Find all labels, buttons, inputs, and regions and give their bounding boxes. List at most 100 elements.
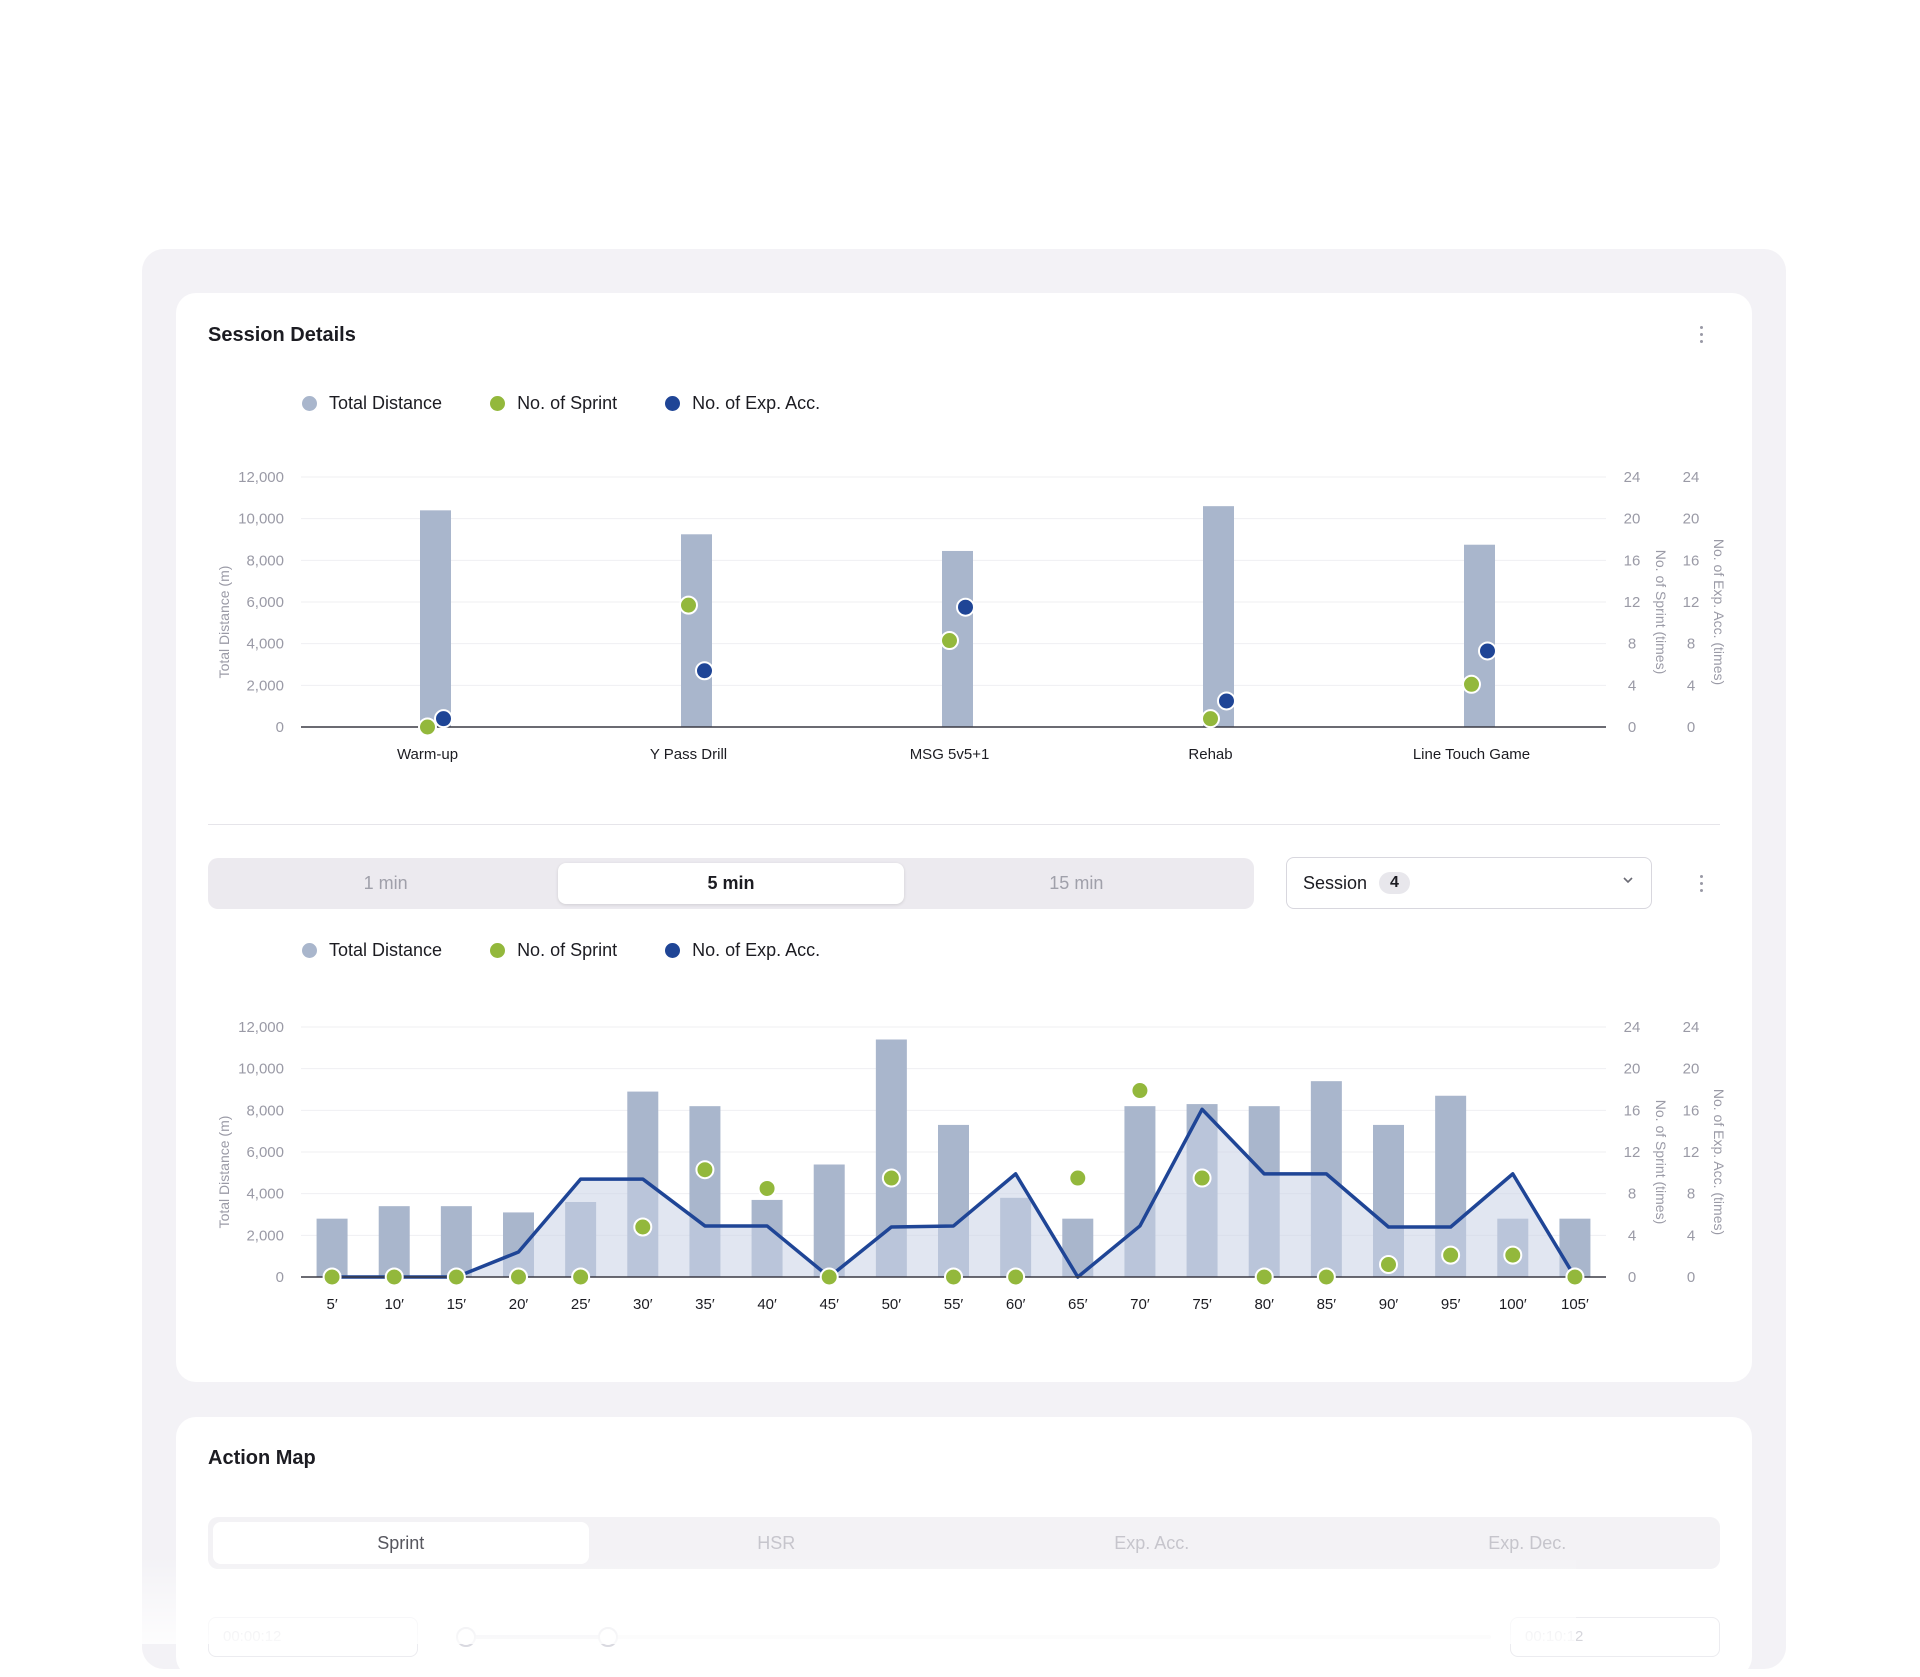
bar-total-distance: [316, 1218, 348, 1277]
legend-label: No. of Exp. Acc.: [692, 393, 821, 413]
y2-tick-label: 12: [1624, 1144, 1641, 1161]
legend-item-acc[interactable]: No. of Exp. Acc.: [665, 393, 820, 414]
y3-tick-label: 16: [1683, 1102, 1700, 1119]
legend-item-sprint[interactable]: No. of Sprint: [490, 393, 617, 414]
point-sprint: [1006, 1267, 1026, 1287]
end-time-field[interactable]: 00:10:12: [1510, 1617, 1720, 1657]
x-tick-label: 25′: [571, 1296, 591, 1313]
y2-tick-label: 16: [1624, 1102, 1641, 1119]
tab-5-min[interactable]: 5 min: [558, 863, 904, 904]
y-tick-label: 8,000: [246, 552, 284, 569]
tab-sprint[interactable]: Sprint: [213, 1522, 589, 1564]
interval-toggle: 1 min 5 min 15 min: [208, 858, 1254, 909]
x-tick-label: 10′: [384, 1296, 404, 1313]
y2-axis-title: No. of Sprint (times): [1653, 1100, 1669, 1224]
more-options-icon[interactable]: [1691, 868, 1711, 898]
y3-tick-label: 0: [1687, 1269, 1695, 1286]
tab-15-min[interactable]: 15 min: [1049, 873, 1104, 893]
y2-tick-label: 0: [1628, 1269, 1636, 1286]
y3-tick-label: 12: [1683, 1144, 1700, 1161]
card-title: Action Map: [208, 1447, 316, 1469]
y-axis-title: Total Distance (m): [216, 566, 232, 679]
legend-swatch: [302, 943, 317, 958]
legend-swatch: [302, 396, 317, 411]
x-tick-label: 35′: [695, 1296, 715, 1313]
legend-swatch: [490, 396, 506, 411]
tab-exp-dec[interactable]: Exp. Dec.: [1488, 1532, 1567, 1553]
point-sprint: [1254, 1267, 1274, 1287]
legend-item-distance[interactable]: Total Distance: [302, 940, 442, 961]
y3-axis-title: No. of Exp. Acc. (times): [1711, 539, 1727, 685]
x-tick-label: 40′: [757, 1296, 777, 1313]
chart-legend-2: Total Distance No. of Sprint No. of Exp.…: [302, 940, 820, 961]
tab-1-min[interactable]: 1 min: [363, 873, 408, 893]
point-sprint: [1462, 674, 1481, 694]
card-title: Session Details: [208, 324, 356, 346]
legend-item-acc[interactable]: No. of Exp. Acc.: [665, 940, 820, 961]
x-tick-label: Y Pass Drill: [650, 746, 727, 763]
point-sprint: [571, 1267, 591, 1287]
point-sprint: [1503, 1245, 1523, 1265]
tab-hsr[interactable]: HSR: [757, 1532, 796, 1553]
y-tick-label: 12,000: [238, 1019, 284, 1036]
y2-tick-label: 20: [1624, 511, 1641, 528]
bar-total-distance: [1464, 544, 1495, 727]
session-select-label: Session: [1303, 872, 1368, 893]
x-tick-label: MSG 5v5+1: [910, 746, 990, 763]
interval-timeline-chart: 0 2,000 4,000 6,000 8,000 10,000 12,000 0 4 8 12 16…: [216, 1019, 1727, 1313]
point-sprint: [1441, 1245, 1461, 1265]
legend-label: No. of Sprint: [517, 393, 618, 413]
x-tick-label: 65′: [1068, 1296, 1088, 1313]
point-sprint: [819, 1267, 839, 1287]
point-sprint: [446, 1267, 466, 1287]
x-tick-label: 60′: [1006, 1296, 1026, 1313]
point-sprint: [418, 717, 437, 737]
y-tick-label: 0: [276, 1269, 284, 1286]
slider-end-handle[interactable]: [598, 1627, 619, 1647]
point-sprint: [881, 1168, 901, 1188]
time-range-slider[interactable]: [456, 1627, 1491, 1647]
session-select[interactable]: Session 4: [1286, 857, 1652, 909]
y2-tick-label: 12: [1624, 594, 1641, 611]
legend-label: Total Distance: [329, 940, 443, 960]
bar-total-distance: [420, 510, 451, 727]
y2-tick-label: 8: [1628, 1186, 1636, 1203]
legend-item-sprint[interactable]: No. of Sprint: [490, 940, 617, 961]
x-tick-label: 30′: [633, 1296, 653, 1313]
point-sprint: [633, 1217, 653, 1237]
y2-tick-label: 0: [1628, 719, 1636, 736]
bar-total-distance: [681, 534, 712, 727]
legend-swatch: [665, 943, 681, 958]
x-tick-label: 75′: [1192, 1296, 1212, 1313]
action-type-tabs: Sprint HSR Exp. Acc. Exp. Dec.: [208, 1517, 1720, 1569]
y3-tick-label: 8: [1687, 636, 1695, 653]
point-sprint: [679, 595, 698, 615]
y-tick-label: 0: [276, 719, 284, 736]
x-tick-label: 100′: [1499, 1296, 1527, 1313]
x-tick-label: 55′: [944, 1296, 964, 1313]
point-sprint: [695, 1160, 715, 1180]
legend-item-distance[interactable]: Total Distance: [302, 393, 442, 414]
chevron-down-icon: [1623, 877, 1633, 884]
y-tick-label: 4,000: [246, 1186, 284, 1203]
y2-tick-label: 4: [1628, 1227, 1636, 1244]
y3-tick-label: 4: [1687, 1227, 1695, 1244]
x-tick-label: 20′: [509, 1296, 529, 1313]
x-tick-label: Rehab: [1188, 746, 1232, 763]
y-tick-label: 10,000: [238, 511, 284, 528]
x-tick-label: 5′: [326, 1296, 337, 1313]
point-exp-acc: [695, 661, 714, 681]
x-tick-label: 95′: [1441, 1296, 1461, 1313]
point-sprint: [1565, 1267, 1585, 1287]
x-tick-label: 105′: [1561, 1296, 1589, 1313]
line-exp-acc: [332, 1107, 1577, 1279]
y3-tick-label: 20: [1683, 1061, 1700, 1078]
y-axis-title: Total Distance (m): [216, 1116, 232, 1229]
start-time-field[interactable]: 00:00:12: [208, 1617, 418, 1657]
x-tick-label: Line Touch Game: [1413, 746, 1530, 763]
point-sprint: [384, 1267, 404, 1287]
tab-exp-acc[interactable]: Exp. Acc.: [1114, 1532, 1190, 1553]
slider-start-handle[interactable]: [456, 1627, 476, 1647]
more-options-icon[interactable]: [1691, 319, 1711, 349]
y3-axis-title: No. of Exp. Acc. (times): [1711, 1089, 1727, 1235]
